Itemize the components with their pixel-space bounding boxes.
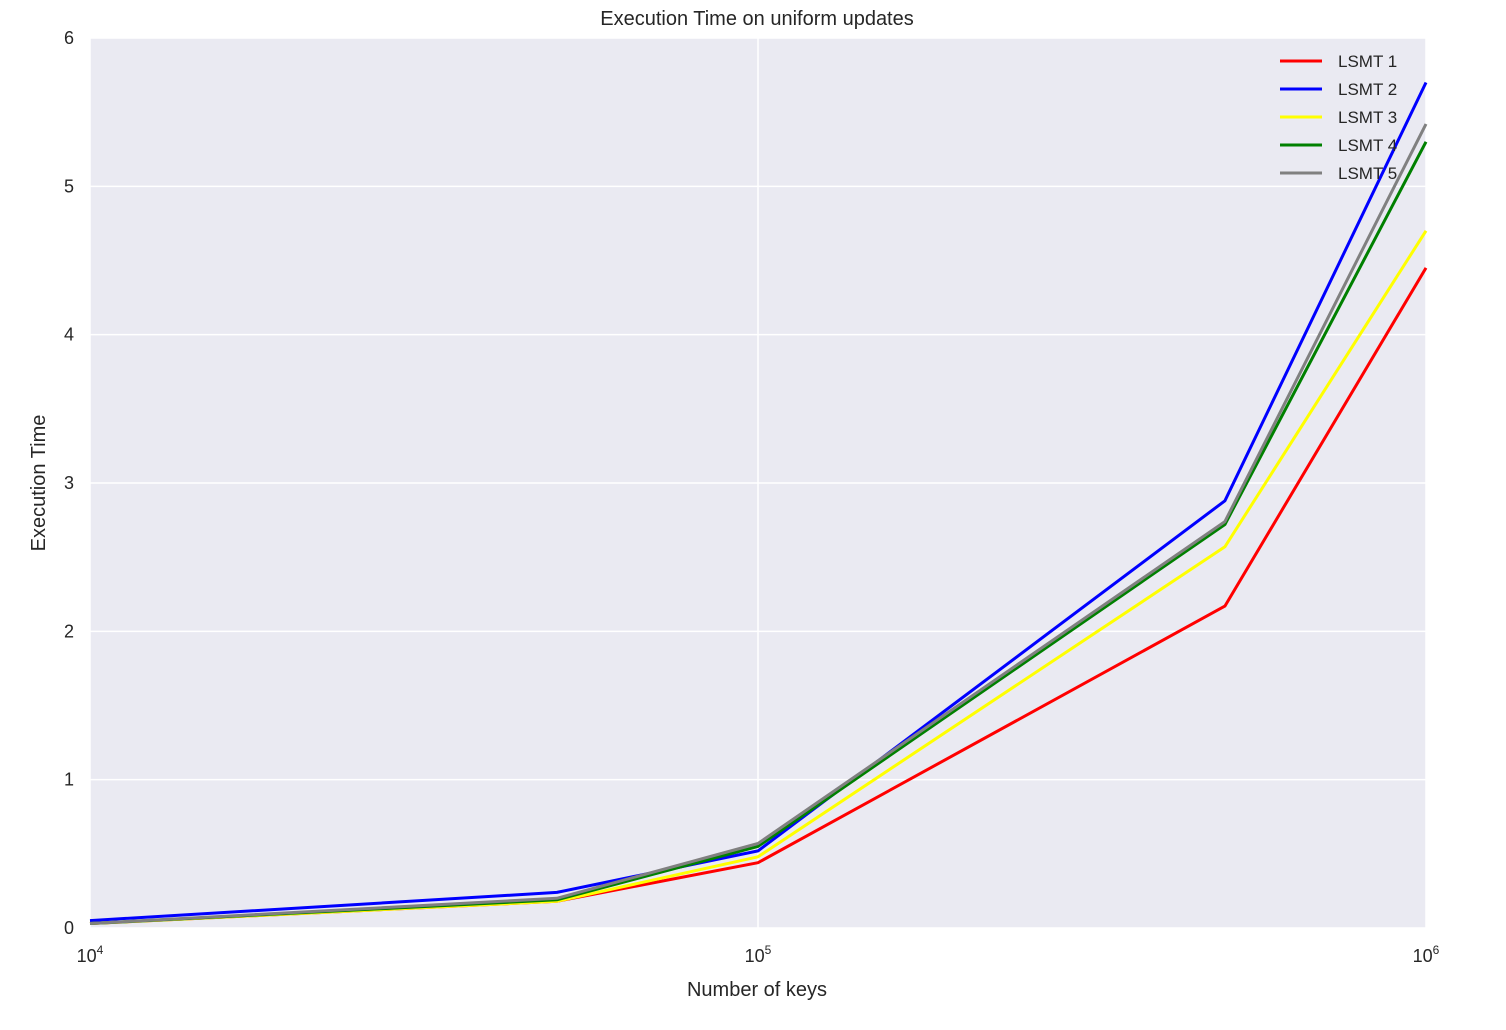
x-axis-ticks: 104 105 106 [77, 943, 1440, 966]
legend-label: LSMT 4 [1338, 136, 1397, 155]
y-tick-label: 6 [64, 28, 74, 48]
legend-label: LSMT 2 [1338, 80, 1397, 99]
series-line-lsmt-5 [89, 123, 1428, 925]
y-tick-label: 3 [64, 473, 74, 493]
y-tick-label: 2 [64, 621, 74, 641]
y-tick-label: 4 [64, 325, 74, 345]
legend-label: LSMT 3 [1338, 108, 1397, 127]
x-tick-label: 105 [745, 943, 772, 966]
legend: LSMT 1 LSMT 2 LSMT 3 LSMT 4 LSMT 5 [1280, 52, 1397, 183]
series-lines [89, 81, 1428, 925]
y-axis-ticks: 0 1 2 3 4 5 6 [64, 28, 74, 938]
legend-label: LSMT 5 [1338, 164, 1397, 183]
x-tick-label: 104 [77, 943, 104, 966]
y-axis-title: Execution Time [28, 415, 50, 552]
y-tick-label: 5 [64, 176, 74, 196]
gridlines [89, 37, 1427, 929]
y-tick-label: 1 [64, 770, 74, 790]
series-line-lsmt-2 [89, 81, 1428, 923]
x-tick-label: 106 [1413, 943, 1440, 966]
chart-title: Execution Time on uniform updates [600, 8, 914, 30]
x-axis-title: Number of keys [687, 979, 827, 1001]
y-tick-label: 0 [64, 918, 74, 938]
legend-label: LSMT 1 [1338, 52, 1397, 71]
